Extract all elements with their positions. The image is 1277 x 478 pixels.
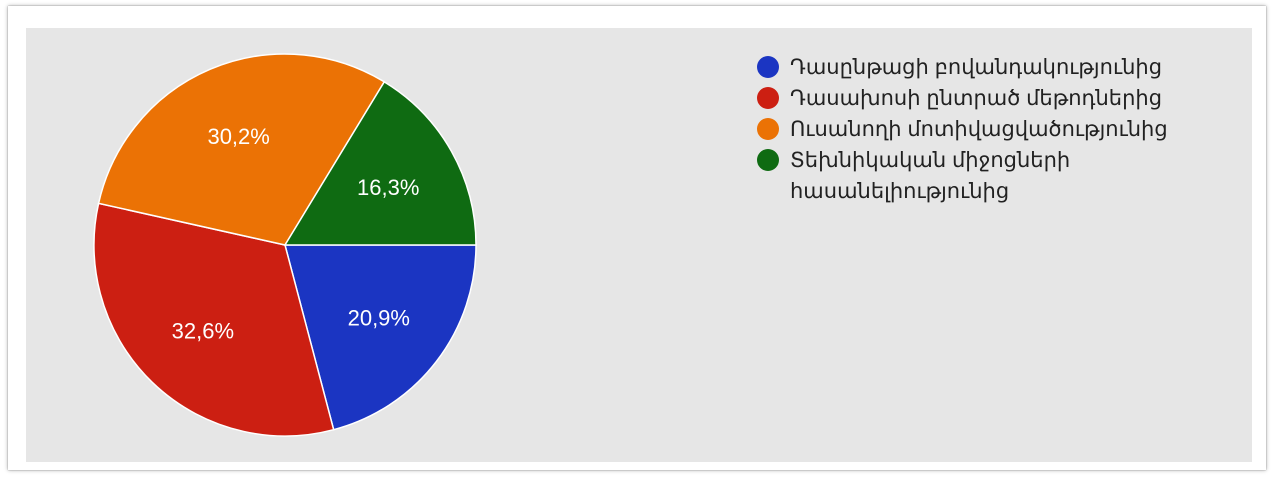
legend-item[interactable]: Դասընթացի բովանդակությունից bbox=[757, 52, 1217, 83]
legend-swatch bbox=[757, 149, 779, 171]
slice-value-label: 30,2% bbox=[207, 124, 269, 149]
pie-slice[interactable] bbox=[284, 244, 477, 431]
slice-value-label: 20,9% bbox=[348, 305, 410, 330]
legend-item[interactable]: Ուսանողի մոտիվացվածությունից bbox=[757, 114, 1217, 145]
legend-label: Տեխնիկական միջոցների հասանելիությունից bbox=[790, 149, 1071, 203]
slice-value-label: 16,3% bbox=[357, 175, 419, 200]
pie-slice[interactable] bbox=[97, 53, 386, 246]
pie-slice[interactable] bbox=[93, 202, 335, 437]
legend-swatch bbox=[757, 56, 779, 78]
chart-legend: Դասընթացի բովանդակությունից Դասախոսի ընտ… bbox=[757, 52, 1217, 207]
slice-value-label: 32,6% bbox=[172, 318, 234, 343]
pie-slice[interactable] bbox=[283, 80, 477, 246]
legend-swatch bbox=[757, 118, 779, 140]
legend-swatch bbox=[757, 87, 779, 109]
legend-label: Դասընթացի բովանդակությունից bbox=[790, 56, 1162, 79]
legend-item[interactable]: Դասախոսի ընտրած մեթոդներից bbox=[757, 83, 1217, 114]
legend-label: Ուսանողի մոտիվացվածությունից bbox=[790, 118, 1168, 141]
legend-item[interactable]: Տեխնիկական միջոցների հասանելիությունից bbox=[757, 145, 1087, 207]
legend-label: Դասախոսի ընտրած մեթոդներից bbox=[790, 87, 1163, 110]
